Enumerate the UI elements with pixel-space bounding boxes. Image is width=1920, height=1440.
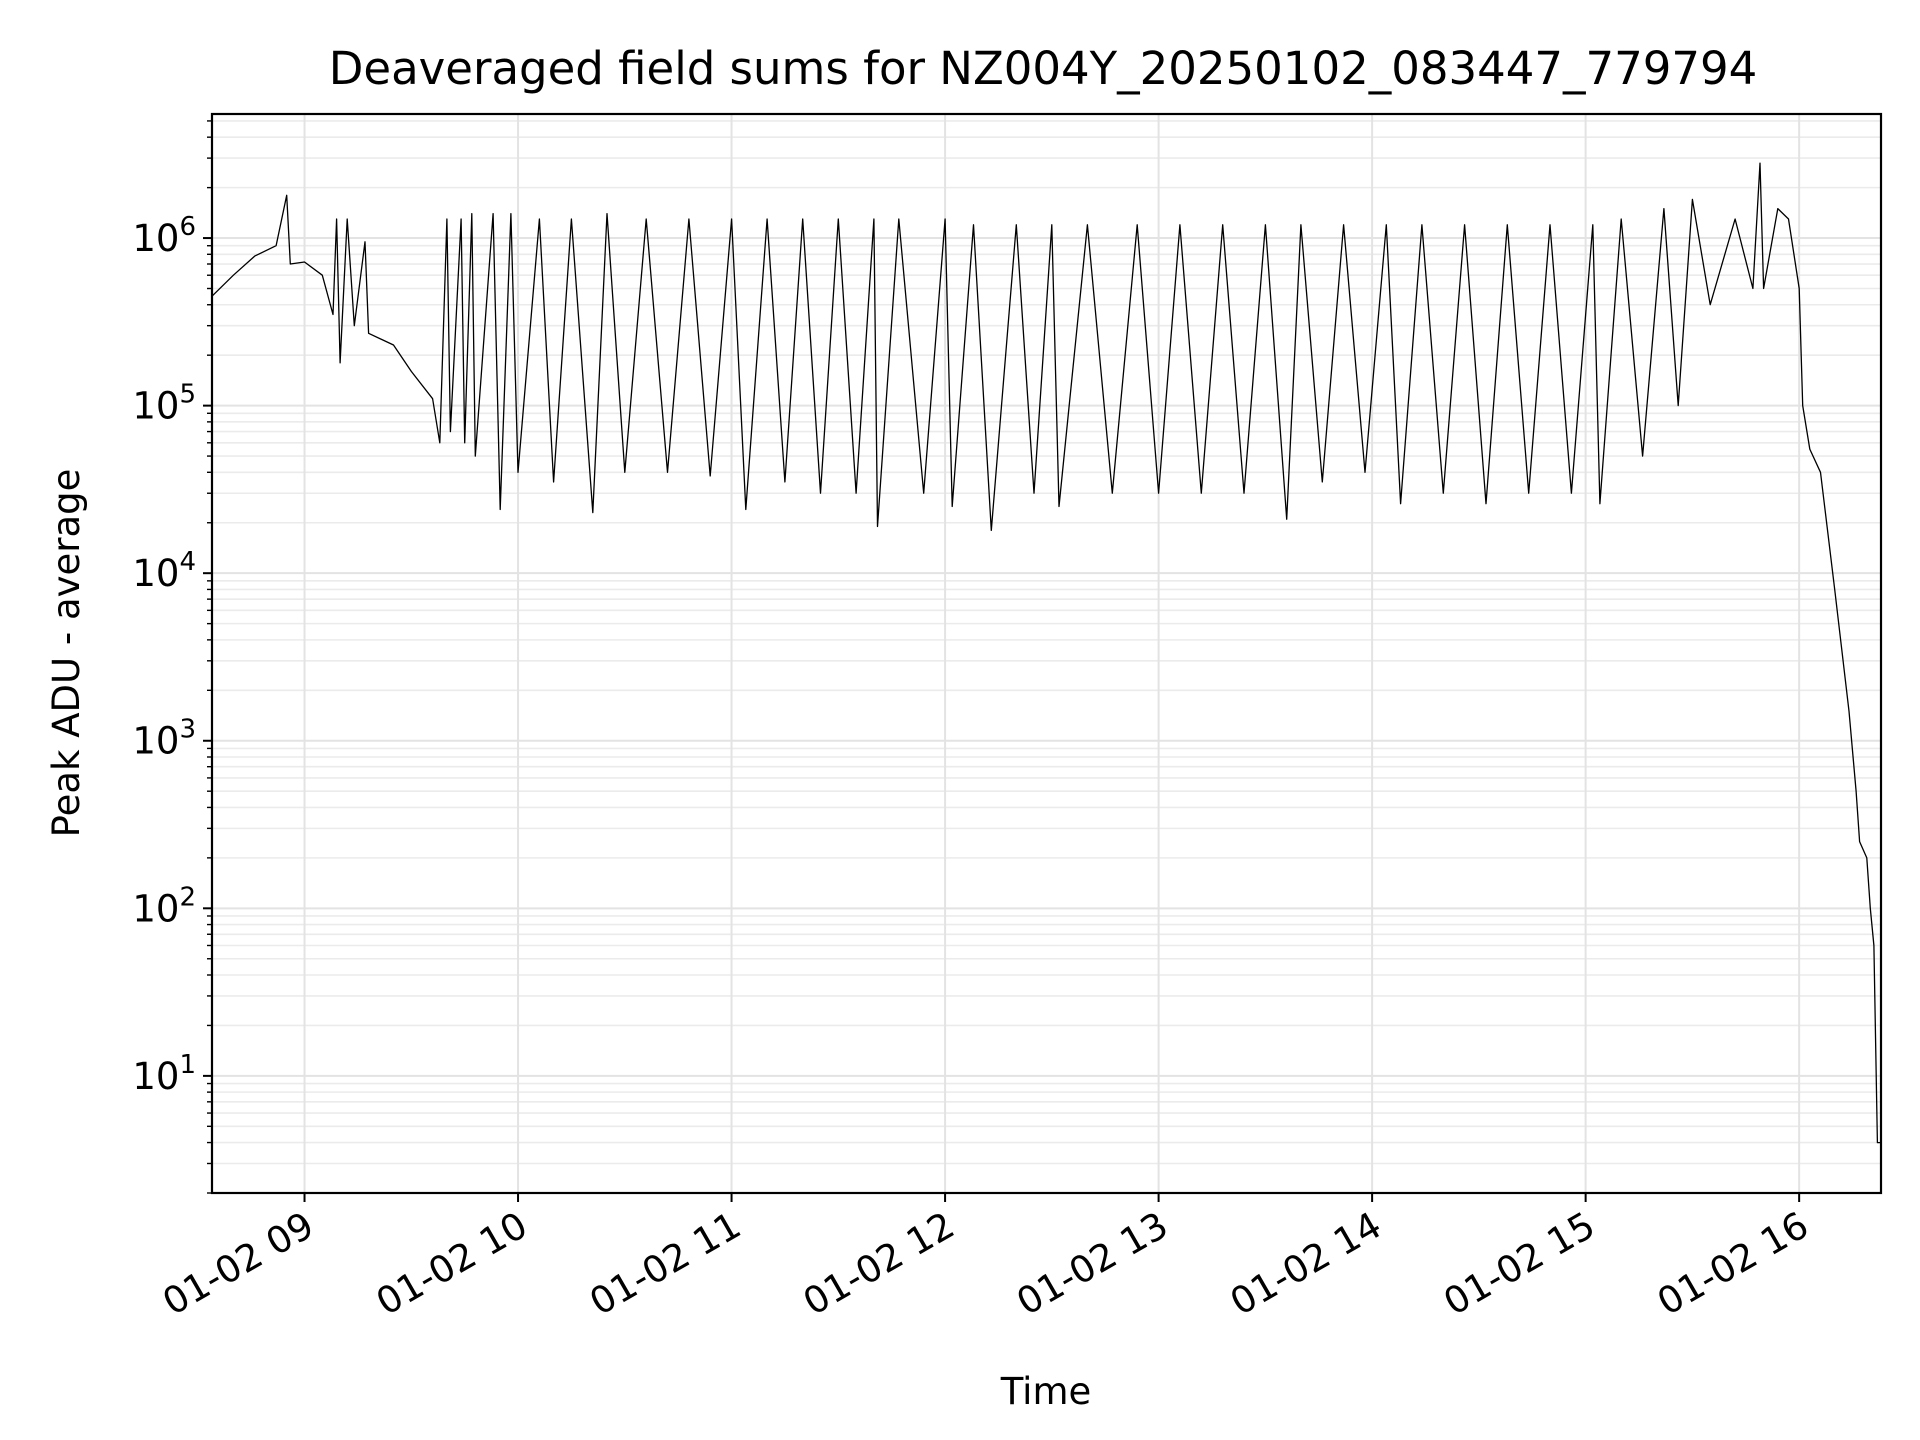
y-tick-label: 106 [132,212,196,260]
y-tick-label: 105 [132,380,196,428]
y-tick-label: 101 [132,1050,196,1098]
y-tick-label: 104 [132,547,196,595]
y-axis-label: Peak ADU - average [45,469,88,838]
series-layer [211,162,1881,1144]
y-axis: 101 102 103 104 105 106 [132,120,212,1194]
y-tick-label: 103 [132,715,196,763]
y-tick-label: 102 [132,882,196,930]
series-line [211,162,1881,1144]
chart-title: Deaveraged field sums for NZ004Y_2025010… [329,42,1758,95]
x-axis-label: Time [1000,1370,1092,1413]
plot-frame [210,112,1883,1195]
